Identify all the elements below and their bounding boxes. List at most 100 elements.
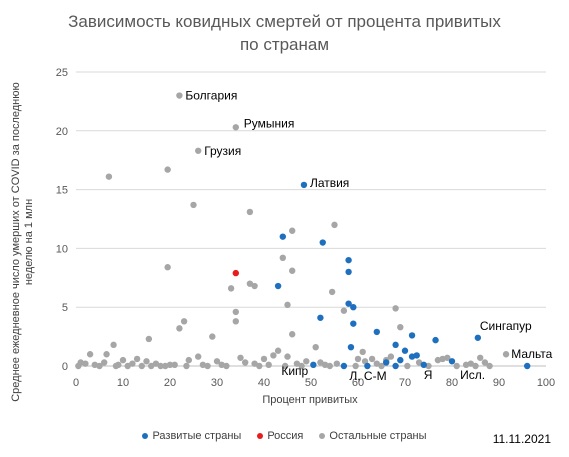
point-series-0: [524, 362, 531, 370]
point-series-0: [345, 268, 352, 276]
point-series-2: [232, 308, 239, 316]
point-series-0: [345, 300, 352, 307]
annotation-label: Я: [424, 368, 433, 382]
point-series-0: [448, 358, 456, 365]
point-series-2: [289, 331, 296, 338]
annotation-label: Кипр: [281, 364, 308, 378]
date-label: 11.11.2021: [492, 432, 551, 446]
point-series-0: [300, 181, 308, 189]
legend-label: Россия: [267, 430, 304, 442]
point-series-2: [387, 353, 395, 360]
point-series-2: [486, 362, 493, 370]
point-series-2: [176, 92, 183, 99]
point-series-0: [364, 362, 371, 370]
point-series-2: [284, 353, 291, 360]
point-series-2: [101, 359, 108, 366]
point-series-2: [143, 358, 150, 365]
x-tick-label: 100: [537, 377, 555, 389]
point-series-2: [279, 254, 286, 262]
point-series-2: [195, 147, 202, 154]
legend-label: Остальные страны: [329, 430, 427, 442]
point-series-2: [331, 221, 338, 229]
point-series-2: [183, 362, 190, 370]
point-series-2: [180, 318, 188, 325]
x-tick-label: 30: [211, 377, 223, 389]
point-series-2: [204, 362, 211, 370]
point-series-2: [434, 356, 442, 364]
point-series-2: [502, 351, 510, 358]
point-series-2: [145, 335, 153, 343]
x-axis-label: Процент привитых: [262, 394, 358, 406]
point-series-2: [477, 354, 484, 361]
point-series-2: [96, 362, 103, 370]
annotation-label: Грузия: [204, 144, 241, 158]
legend: Развитые страны Россия Остальные страны: [0, 430, 569, 442]
point-series-2: [209, 333, 216, 340]
point-series-0: [319, 239, 326, 246]
annotation-label: Л, С-М: [349, 369, 386, 383]
point-series-2: [124, 362, 131, 370]
point-series-2: [404, 362, 411, 370]
legend-item-1: Россия: [257, 430, 303, 442]
point-series-2: [133, 355, 141, 363]
point-series-0: [474, 334, 482, 341]
y-tick-label: 15: [56, 185, 68, 197]
point-series-2: [185, 356, 192, 364]
point-series-2: [352, 362, 359, 370]
point-series-2: [246, 280, 254, 287]
point-series-2: [265, 361, 272, 369]
point-series-2: [232, 318, 239, 325]
x-tick-label: 80: [446, 377, 458, 389]
point-series-2: [246, 208, 254, 216]
gridlines: [76, 71, 546, 367]
annotation-label: Сингапур: [480, 319, 532, 333]
annotation-label: Исл.: [460, 368, 485, 382]
point-series-2: [368, 355, 376, 363]
y-tick-label: 5: [62, 302, 68, 314]
point-series-2: [148, 362, 155, 370]
point-series-2: [242, 359, 249, 366]
chart-title-line-2: по странам: [239, 35, 330, 54]
point-series-2: [195, 353, 202, 360]
point-series-2: [289, 267, 296, 274]
point-series-2: [103, 351, 110, 358]
annotation-label: Латвия: [310, 176, 349, 190]
point-series-0: [383, 359, 390, 366]
point-series-2: [444, 354, 451, 361]
point-series-2: [260, 355, 268, 363]
x-tick-label: 40: [258, 377, 270, 389]
point-series-0: [274, 282, 282, 290]
point-series-0: [408, 332, 416, 339]
point-series-0: [317, 314, 324, 321]
point-series-0: [350, 304, 357, 311]
point-series-2: [237, 354, 244, 361]
point-series-2: [157, 362, 164, 370]
point-series-2: [472, 362, 479, 370]
point-series-0: [373, 328, 380, 336]
legend-item-2: Остальные страны: [319, 430, 427, 442]
y-tick-label: 0: [62, 361, 68, 373]
point-series-2: [82, 360, 89, 367]
point-series-0: [392, 341, 399, 349]
y-tick-label: 20: [56, 126, 68, 138]
point-series-2: [213, 358, 221, 365]
point-series-0: [340, 362, 348, 370]
x-tick-label: 0: [73, 377, 79, 389]
annotation-label: Мальта: [511, 347, 552, 361]
point-series-2: [392, 305, 399, 312]
point-series-2: [190, 201, 197, 209]
point-series-0: [345, 256, 352, 264]
point-series-2: [289, 227, 296, 234]
axes: 0 5 10 15 20 25 0 10 20 30 40 50 60 70 80 90 100: [56, 67, 555, 389]
point-series-2: [110, 341, 117, 349]
point-series-0: [401, 347, 409, 354]
point-series-2: [164, 166, 171, 173]
x-tick-label: 60: [352, 377, 364, 389]
point-series-0: [310, 361, 317, 369]
point-series-2: [112, 362, 120, 370]
legend-marker: [257, 433, 264, 440]
point-series-2: [303, 358, 310, 365]
